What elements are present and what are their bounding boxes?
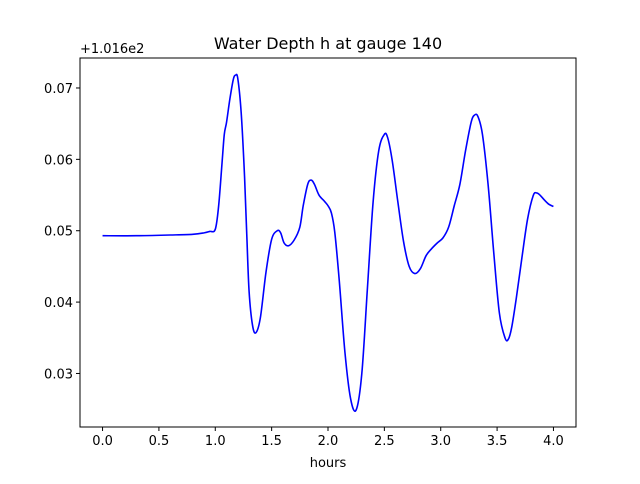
x-tick-label: 1.0 — [205, 434, 226, 449]
series-line-water-depth — [102, 73, 554, 412]
plot-area: 0.0 0.5 1.0 1.5 2.0 2.5 3.0 3.5 4.0 0.03 0.04 0.05… — [44, 57, 577, 449]
x-tick-label: 0.5 — [149, 434, 170, 449]
x-tick-label: 3.5 — [487, 434, 508, 449]
y-tick-label: 0.03 — [44, 367, 73, 382]
y-axis-offset-label: +1.016e2 — [80, 42, 144, 57]
axes-frame — [79, 57, 577, 428]
y-tick-label: 0.04 — [44, 296, 73, 311]
x-axis: 0.0 0.5 1.0 1.5 2.0 2.5 3.0 3.5 4.0 — [92, 427, 564, 449]
x-tick-label: 2.0 — [318, 434, 339, 449]
y-tick-label: 0.05 — [44, 225, 73, 240]
y-tick-label: 0.07 — [44, 82, 73, 97]
x-tick-label: 0.0 — [92, 434, 113, 449]
x-tick-label: 1.5 — [261, 434, 282, 449]
x-tick-label: 2.5 — [374, 434, 395, 449]
x-axis-label: hours — [310, 456, 347, 471]
y-axis: 0.03 0.04 0.05 0.06 0.07 — [44, 82, 80, 382]
x-tick-label: 3.0 — [430, 434, 451, 449]
y-tick-label: 0.06 — [44, 153, 73, 168]
x-tick-label: 4.0 — [543, 434, 564, 449]
chart-title: Water Depth h at gauge 140 — [214, 34, 442, 53]
